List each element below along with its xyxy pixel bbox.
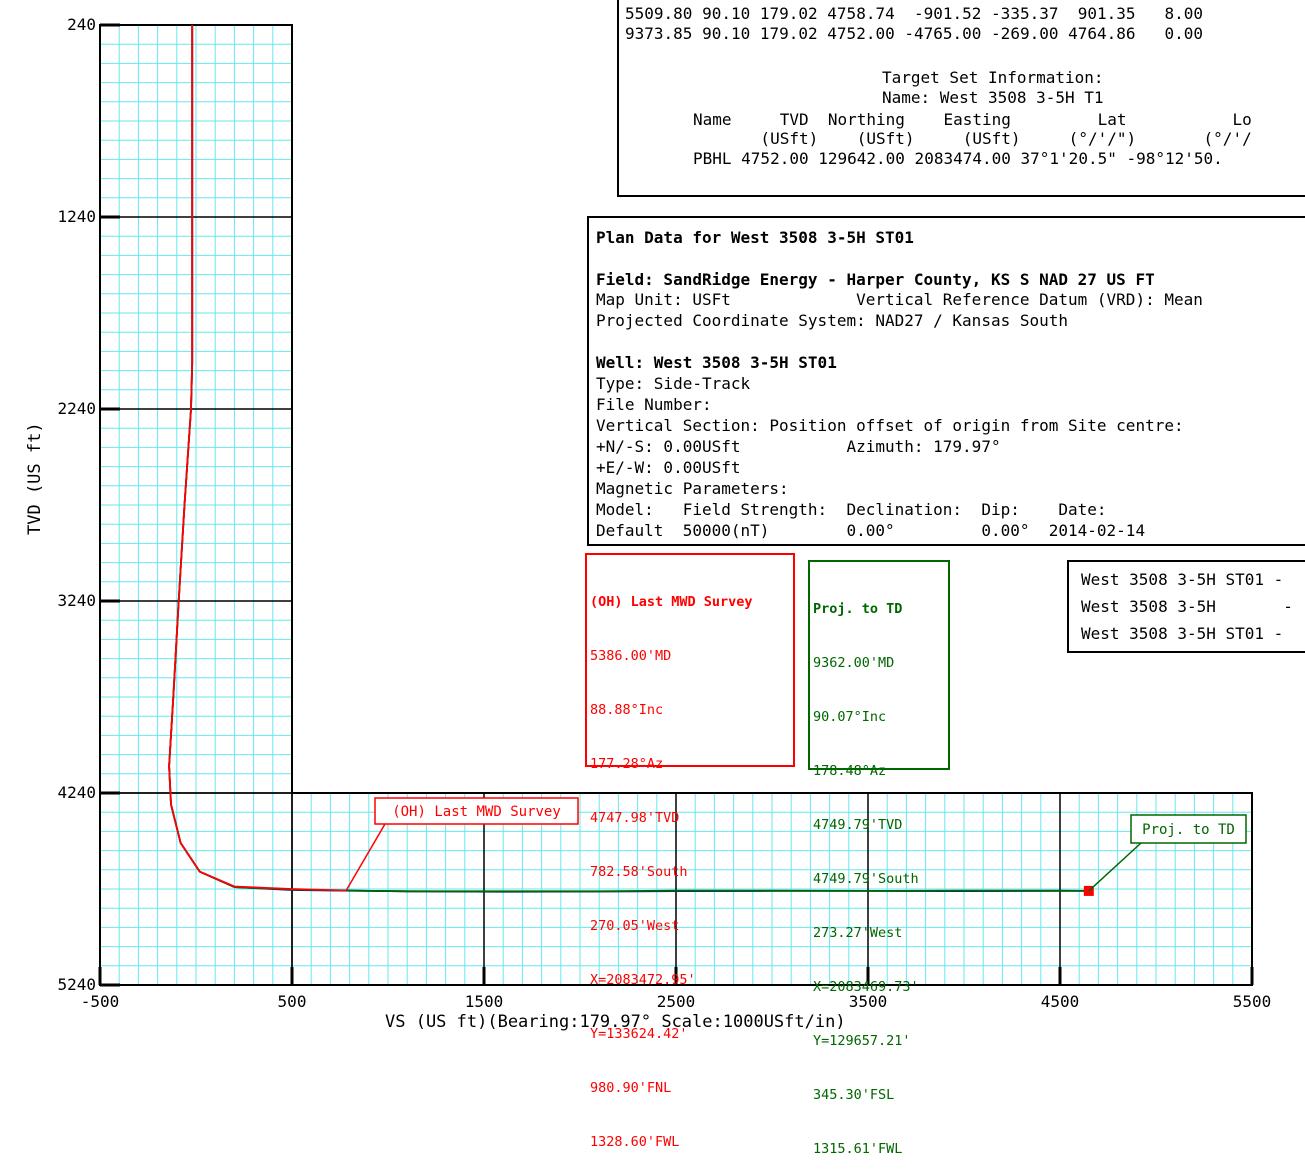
projected-system-line: Projected Coordinate System: NAD27 / Kan… (596, 311, 1069, 330)
y-tick-label: 3240 (57, 591, 96, 610)
x-tick-label: 1500 (465, 992, 504, 1011)
x-tick-label: 3500 (849, 992, 888, 1011)
annotation-leader (345, 823, 386, 891)
callout-y: Y=133624.42' (590, 1026, 688, 1042)
callout-title: (OH) Last MWD Survey (590, 594, 753, 610)
target-set-name: Name: West 3508 3-5H T1 (882, 88, 1104, 107)
annotation-label: (OH) Last MWD Survey (392, 804, 561, 820)
ew-line: +E/-W: 0.00USft (596, 458, 741, 477)
callout-west: 270.05'West (590, 918, 680, 934)
callout-md: 9362.00'MD (813, 655, 895, 671)
x-axis-label: VS (US ft)(Bearing:179.97° Scale:1000USf… (385, 1012, 846, 1032)
annotation-label: Proj. to TD (1142, 822, 1235, 838)
y-tick-label: 2240 (57, 399, 96, 418)
magnetic-header: Model: Field Strength: Declination: Dip:… (596, 500, 1107, 519)
x-tick-label: 500 (278, 992, 307, 1011)
magnetic-title: Magnetic Parameters: (596, 479, 789, 498)
x-tick-label: 5500 (1233, 992, 1272, 1011)
callout-fnl: 980.90'FNL (590, 1080, 672, 1096)
callout-title: Proj. to TD (813, 601, 903, 617)
y-tick-label: 4240 (57, 783, 96, 802)
callout-x: X=2083472.95' (590, 972, 696, 988)
axis-layer: 240 1240 2240 3240 4240 5240-500 500 1500 2500 35… (57, 15, 1271, 1011)
survey-panel: 5509.80 90.10 179.02 4758.74 -901.52 -33… (617, 0, 1305, 197)
y-axis-label: TVD (US ft) (25, 422, 45, 535)
callout-inc: 88.88°Inc (590, 702, 664, 718)
ns-line: +N/-S: 0.00USft Azimuth: 179.97° (596, 437, 1001, 456)
annotation-box (374, 797, 579, 825)
y-tick-label: 5240 (57, 975, 96, 994)
target-row-pbhl: PBHL 4752.00 129642.00 2083474.00 37°1'2… (693, 149, 1223, 168)
plan-title: Plan Data for West 3508 3-5H ST01 (596, 228, 914, 247)
callout-inc: 90.07°Inc (813, 709, 887, 725)
legend-panel: West 3508 3-5H ST01 - West 3508 3-5H - W… (1067, 560, 1305, 653)
well-path-line (168, 25, 347, 892)
y-tick-label: 1240 (57, 207, 96, 226)
map-unit-line: Map Unit: USFt Vertical Reference Datum … (596, 290, 1203, 309)
legend-entry: West 3508 3-5H ST01 - (1081, 624, 1284, 643)
x-tick-label: 2500 (657, 992, 696, 1011)
callout-az: 178.48°Az (813, 763, 887, 779)
annotation-leader (1088, 842, 1142, 892)
survey-row: 9373.85 90.10 179.02 4752.00 -4765.00 -2… (625, 24, 1203, 43)
callout-south: 4749.79'South (813, 871, 919, 887)
target-header-units: (USft) (USft) (USft) (°/'/") (°/'/ (693, 129, 1252, 148)
vertical-section-line: Vertical Section: Position offset of ori… (596, 416, 1184, 435)
last-mwd-survey-callout: (OH) Last MWD Survey 5386.00'MD 88.88°In… (585, 553, 795, 1150)
callout-fwl: 1315.61'FWL (813, 1141, 903, 1157)
legend-entry: West 3508 3-5H ST01 - (1081, 570, 1284, 589)
callout-tvd: 4749.79'TVD (813, 817, 903, 833)
plot-area: 240 1240 2240 3240 4240 5240-500 500 1500 2500 35… (57, 15, 1271, 1011)
series-layer (168, 25, 1089, 893)
callout-az: 177.28°Az (590, 756, 664, 772)
legend-entry: West 3508 3-5H - (1081, 597, 1293, 616)
x-tick-label: -500 (81, 992, 120, 1011)
annotation-layer: (OH) Last MWD Survey Proj. to TD (345, 797, 1247, 896)
file-number-line: File Number: (596, 395, 712, 414)
callout-south: 782.58'South (590, 864, 688, 880)
y-tick-label: 240 (67, 15, 96, 34)
annotation-box (1130, 814, 1247, 844)
callout-md: 5386.00'MD (590, 648, 672, 664)
type-line: Type: Side-Track (596, 374, 751, 393)
target-set-title: Target Set Information: (882, 68, 1104, 87)
callout-fwl: 1328.60'FWL (590, 1134, 680, 1150)
proj-to-td-callout: Proj. to TD 9362.00'MD 90.07°Inc 178.48°… (808, 560, 950, 1157)
field-line: Field: SandRidge Energy - Harper County,… (596, 270, 1155, 289)
callout-tvd: 4747.98'TVD (590, 810, 680, 826)
well-line: Well: West 3508 3-5H ST01 (596, 353, 837, 372)
callout-x: X=2083469.73' (813, 979, 919, 995)
magnetic-values: Default 50000(nT) 0.00° 0.00° 2014-02-14 (596, 521, 1146, 540)
survey-row: 5509.80 90.10 179.02 4758.74 -901.52 -33… (625, 4, 1203, 23)
target-header: Name TVD Northing Easting Lat Lo (693, 110, 1252, 129)
callout-fsl: 345.30'FSL (813, 1087, 895, 1103)
plan-data-panel: Plan Data for West 3508 3-5H ST01 Field:… (587, 216, 1305, 546)
callout-west: 273.27'West (813, 925, 903, 941)
x-tick-label: 4500 (1041, 992, 1080, 1011)
